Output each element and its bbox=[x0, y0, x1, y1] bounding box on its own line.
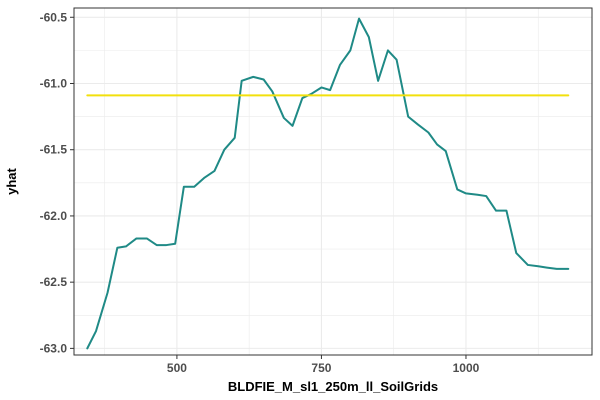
y-axis-ticks: -63.0 -62.5 -62.0 -61.5 -61.0 -60.5 bbox=[40, 10, 74, 355]
y-tick-label: -62.0 bbox=[40, 209, 68, 223]
major-gridlines bbox=[74, 8, 592, 355]
y-tick-label: -62.5 bbox=[40, 275, 68, 289]
x-tick-label: 500 bbox=[167, 361, 187, 375]
plot-panel-border bbox=[73, 7, 593, 356]
y-tick-label: -63.0 bbox=[40, 341, 68, 355]
y-tick-label: -61.5 bbox=[40, 143, 68, 157]
minor-gridlines bbox=[74, 8, 592, 355]
x-axis-ticks: 500 750 1000 bbox=[167, 355, 480, 375]
series-layer bbox=[86, 17, 570, 350]
y-tick-label: -60.5 bbox=[40, 10, 68, 24]
x-axis-title: BLDFIE_M_sl1_250m_ll_SoilGrids bbox=[228, 379, 438, 394]
y-axis-title: yhat bbox=[4, 167, 19, 194]
x-tick-label: 750 bbox=[311, 361, 331, 375]
yhat-series-line bbox=[86, 17, 570, 350]
y-tick-label: -61.0 bbox=[40, 76, 68, 90]
x-tick-label: 1000 bbox=[453, 361, 480, 375]
